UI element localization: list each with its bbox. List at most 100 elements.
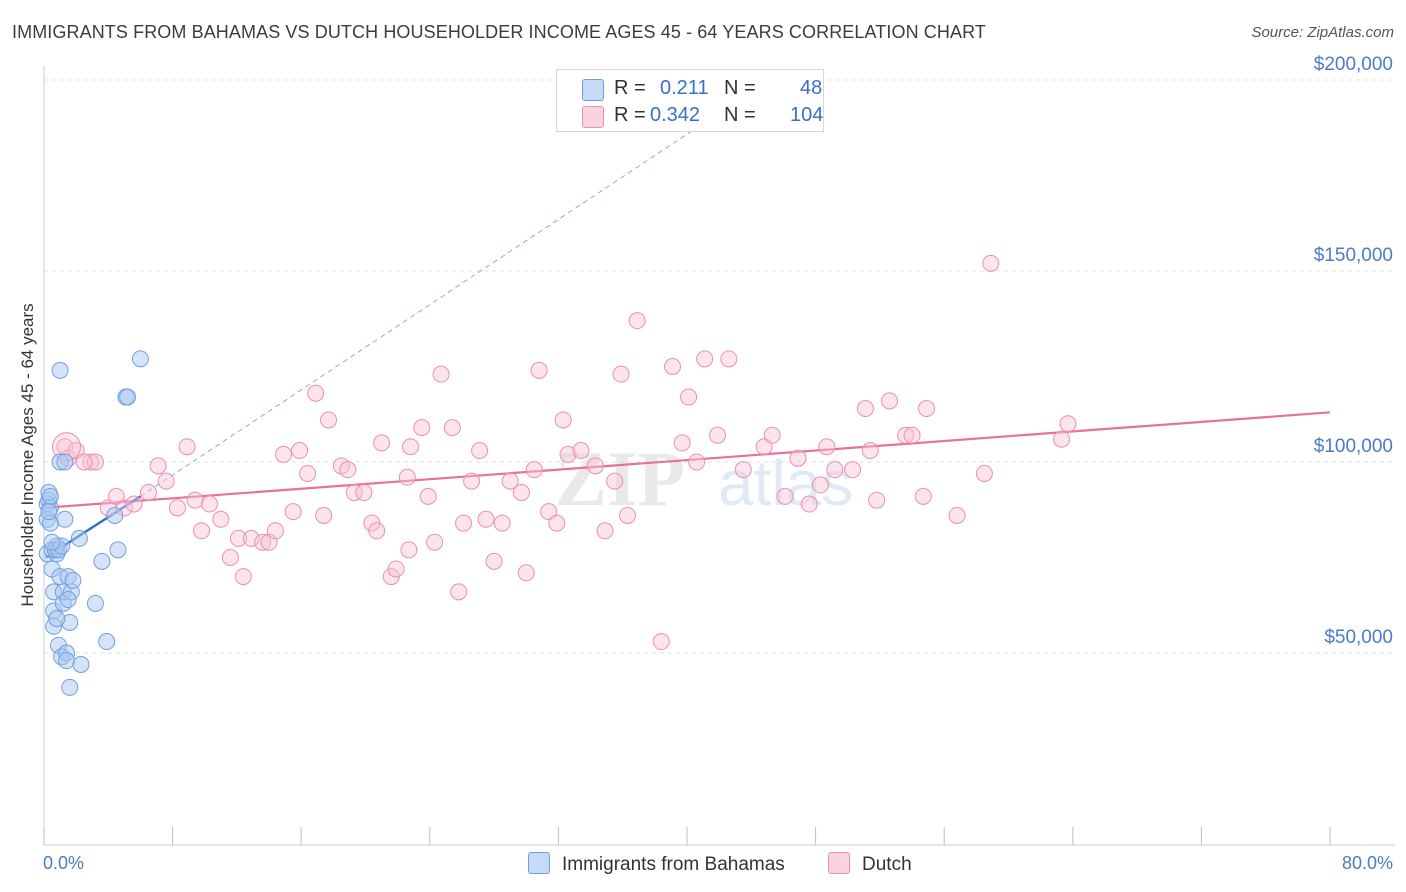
watermark-atlas: atlas bbox=[718, 447, 853, 519]
data-point-bahamas bbox=[59, 591, 77, 609]
data-point-bahamas bbox=[70, 529, 88, 547]
data-point-dutch bbox=[485, 552, 503, 570]
x-tick-label: 0.0% bbox=[43, 853, 84, 873]
axes bbox=[43, 66, 1395, 846]
data-point-dutch bbox=[432, 365, 450, 383]
data-point-dutch bbox=[471, 442, 489, 460]
data-point-bahamas bbox=[40, 503, 58, 521]
data-point-dutch bbox=[664, 358, 682, 375]
data-point-bahamas bbox=[43, 533, 61, 551]
data-point-dutch bbox=[230, 529, 248, 547]
bottom-legend-dutch: Dutch bbox=[828, 852, 912, 876]
data-point-dutch bbox=[242, 529, 260, 547]
tick-labels: $50,000 $100,000 $150,000 $200,000 0.0% 80.0% bbox=[43, 54, 1393, 873]
data-point-bahamas bbox=[109, 541, 127, 559]
legend-r-label: R = bbox=[614, 77, 646, 99]
data-point-dutch bbox=[443, 419, 461, 437]
data-point-dutch bbox=[463, 472, 481, 490]
data-point-dutch bbox=[606, 472, 624, 490]
data-point-dutch bbox=[284, 503, 302, 521]
data-point-dutch bbox=[709, 426, 727, 444]
data-points bbox=[38, 254, 1077, 696]
data-point-dutch bbox=[517, 564, 535, 582]
data-point-dutch bbox=[157, 472, 175, 490]
data-point-dutch bbox=[291, 442, 309, 460]
data-point-dutch bbox=[455, 514, 473, 532]
x-tick-label: 80.0% bbox=[1342, 853, 1393, 873]
data-point-dutch bbox=[426, 533, 444, 551]
data-point-dutch bbox=[186, 491, 204, 509]
data-point-dutch bbox=[530, 361, 548, 379]
data-point-dutch bbox=[82, 453, 100, 471]
y-axis-title: Householder Income Ages 45 - 64 years bbox=[18, 303, 37, 606]
legend-r-value: 0.342 bbox=[650, 104, 701, 126]
legend-label-bahamas: Immigrants from Bahamas bbox=[562, 854, 785, 875]
data-point-dutch bbox=[688, 453, 706, 471]
data-point-dutch bbox=[413, 419, 431, 437]
data-point-bahamas bbox=[48, 610, 66, 628]
data-point-dutch bbox=[368, 522, 386, 540]
data-point-dutch bbox=[275, 445, 293, 463]
legend-n-label: N = bbox=[724, 77, 756, 99]
data-point-dutch bbox=[734, 461, 752, 479]
bottom-legend-bahamas: Immigrants from Bahamas bbox=[528, 852, 785, 876]
data-point-dutch bbox=[897, 426, 915, 444]
data-point-dutch bbox=[811, 476, 829, 494]
data-point-dutch bbox=[763, 426, 781, 444]
legend-swatch-bahamas bbox=[528, 852, 550, 874]
data-point-dutch bbox=[125, 495, 143, 513]
data-point-dutch bbox=[398, 468, 416, 486]
grid-lines bbox=[44, 79, 1395, 654]
data-point-dutch bbox=[149, 457, 167, 475]
data-point-dutch bbox=[586, 457, 604, 475]
data-point-dutch bbox=[612, 365, 630, 383]
data-point-dutch bbox=[345, 484, 363, 502]
data-point-dutch bbox=[400, 541, 418, 559]
data-point-dutch bbox=[307, 384, 325, 402]
data-point-dutch bbox=[776, 487, 794, 505]
data-point-dutch bbox=[914, 487, 932, 505]
data-point-dutch bbox=[948, 506, 966, 524]
data-point-bahamas bbox=[86, 594, 104, 612]
data-point-dutch bbox=[861, 442, 879, 460]
data-point-bahamas bbox=[98, 633, 116, 651]
y-tick-label: $150,000 bbox=[1314, 245, 1393, 266]
source-label: Source: ZipAtlas.com bbox=[1251, 24, 1394, 41]
legend-swatch-bahamas bbox=[582, 79, 604, 101]
legend-r-value: 0.211 bbox=[660, 77, 709, 99]
data-point-dutch bbox=[402, 438, 420, 456]
data-point-dutch bbox=[881, 392, 899, 410]
y-tick-label: $50,000 bbox=[1324, 627, 1393, 648]
data-point-dutch bbox=[139, 484, 157, 502]
data-point-dutch bbox=[477, 510, 495, 528]
data-point-dutch bbox=[844, 461, 862, 479]
data-point-bahamas bbox=[93, 552, 111, 570]
data-point-dutch bbox=[596, 522, 614, 540]
data-point-dutch bbox=[619, 506, 637, 524]
data-point-dutch bbox=[572, 442, 590, 460]
data-point-dutch bbox=[800, 495, 818, 513]
data-point-dutch bbox=[1053, 430, 1071, 448]
data-point-dutch bbox=[201, 495, 219, 513]
data-point-bahamas bbox=[61, 678, 79, 696]
data-point-dutch bbox=[918, 400, 936, 418]
data-point-bahamas bbox=[56, 453, 74, 471]
data-point-dutch bbox=[696, 350, 714, 368]
y-tick-label: $100,000 bbox=[1314, 436, 1393, 457]
data-point-dutch bbox=[868, 491, 886, 509]
data-point-dutch bbox=[559, 445, 577, 463]
data-point-dutch bbox=[178, 438, 196, 456]
data-point-bahamas bbox=[58, 652, 76, 670]
data-point-dutch bbox=[193, 522, 211, 540]
data-point-dutch bbox=[975, 464, 993, 482]
data-point-dutch bbox=[419, 487, 437, 505]
data-point-dutch bbox=[903, 426, 921, 444]
data-point-dutch bbox=[525, 461, 543, 479]
data-point-dutch bbox=[680, 388, 698, 406]
stats-legend: R = 0.211 N = 48 R = 0.342 N = 104 bbox=[556, 69, 824, 132]
data-point-dutch bbox=[673, 434, 691, 452]
data-point-dutch bbox=[320, 411, 338, 429]
data-point-dutch bbox=[652, 633, 670, 651]
data-point-dutch bbox=[789, 449, 807, 467]
data-point-bahamas bbox=[56, 510, 74, 528]
